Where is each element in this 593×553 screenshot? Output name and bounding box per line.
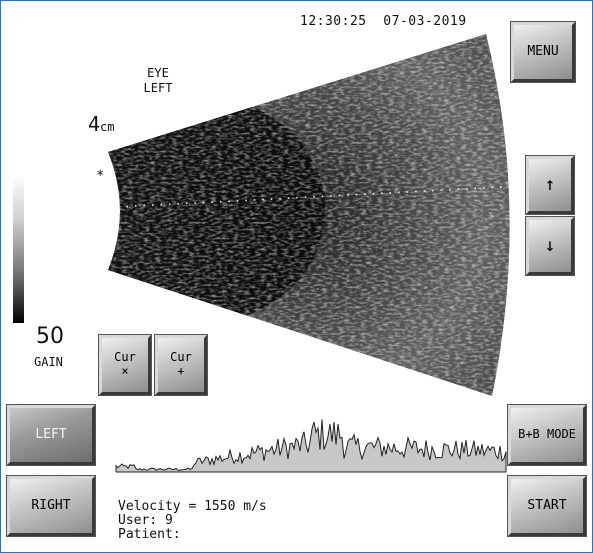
menu-button[interactable]: MENU: [511, 22, 575, 82]
depth-indicator: 4cm: [88, 112, 115, 136]
user-text: User: 9: [118, 513, 173, 528]
right-eye-button[interactable]: RIGHT: [7, 476, 95, 536]
start-button[interactable]: START: [508, 476, 586, 536]
grayscale-bar: [13, 175, 24, 323]
focus-marker: *: [96, 168, 105, 184]
down-arrow-button[interactable]: ↓: [526, 217, 574, 275]
velocity-text: Velocity = 1550 m/s: [118, 499, 267, 514]
eye-label-line2: LEFT: [143, 81, 173, 95]
depth-unit: cm: [100, 120, 115, 134]
bb-mode-button[interactable]: B+B MODE: [508, 405, 586, 465]
date-text: 07-03-2019: [383, 14, 467, 29]
eye-side-label: EYE LEFT: [118, 66, 198, 96]
patient-text: Patient:: [118, 527, 181, 542]
time-text: 12:30:25: [300, 14, 367, 29]
depth-value: 4: [88, 112, 101, 136]
a-scan-waveform: [115, 419, 507, 472]
timestamp: 12:30:25 07-03-2019: [300, 14, 467, 29]
cursor-plus-button[interactable]: Cur +: [155, 335, 207, 395]
gain-value: 50: [36, 324, 64, 349]
eye-label-line1: EYE: [147, 66, 169, 80]
gain-label: GAIN: [34, 355, 63, 369]
up-arrow-button[interactable]: ↑: [526, 156, 574, 214]
cursor-x-button[interactable]: Cur ×: [99, 335, 151, 395]
info-panel: Velocity = 1550 m/s User: 9 Patient:: [118, 500, 267, 542]
left-eye-button[interactable]: LEFT: [7, 405, 95, 465]
